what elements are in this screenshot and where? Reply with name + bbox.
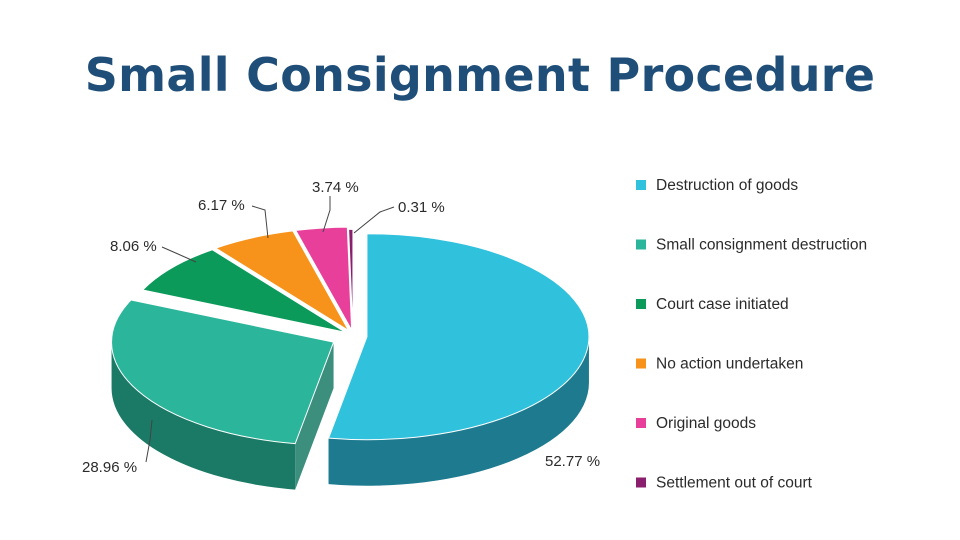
pie-slice-original-goods	[294, 226, 353, 331]
legend-swatch-4	[636, 418, 646, 428]
leader-line-3	[251, 205, 269, 239]
legend-swatch-5	[636, 477, 646, 488]
legend-label-1: Small consignment destruction	[656, 237, 867, 254]
pie-side-1	[111, 342, 296, 490]
legend-swatch-3	[636, 358, 646, 369]
value-label-5: 0.31 %	[398, 199, 445, 216]
leader-line-2	[161, 246, 197, 263]
pie-slice-no-action-undertaken	[214, 230, 350, 332]
leader-line-1	[145, 419, 153, 463]
leader-line-4	[322, 196, 331, 233]
legend-swatch-0	[636, 180, 646, 190]
legend-label-5: Settlement out of court	[656, 475, 813, 492]
pie-slice-destruction-of-goods	[327, 233, 590, 441]
value-label-0: 52.77 %	[545, 453, 600, 470]
pie-cut-face-1	[295, 342, 334, 490]
value-label-4: 3.74 %	[312, 179, 359, 196]
value-label-3: 6.17 %	[198, 197, 245, 214]
legend-swatch-1	[636, 239, 646, 250]
legend-label-3: No action undertaken	[656, 356, 803, 373]
label-leaders	[145, 196, 395, 463]
pie-slice-court-case-initiated	[141, 249, 346, 333]
chart-title: Small Consignment Procedure	[84, 48, 876, 102]
value-label-2: 8.06 %	[110, 238, 157, 255]
legend-label-2: Court case initiated	[656, 296, 789, 313]
value-label-1: 28.96 %	[82, 459, 137, 476]
legend: Destruction of goods Small consignment de…	[636, 177, 867, 492]
pie-slice-settlement-out-of-court	[348, 228, 354, 333]
leader-line-5	[353, 206, 395, 234]
value-labels: 52.77 % 28.96 % 8.06 % 6.17 % 3.74 % 0.31 %	[82, 179, 600, 476]
legend-label-0: Destruction of goods	[656, 177, 798, 194]
pie-slice-small-consignment-destruction	[111, 299, 335, 445]
pie-side-0	[328, 336, 589, 486]
legend-swatch-2	[636, 299, 646, 309]
legend-label-4: Original goods	[656, 415, 756, 432]
pie-slices	[111, 226, 590, 445]
